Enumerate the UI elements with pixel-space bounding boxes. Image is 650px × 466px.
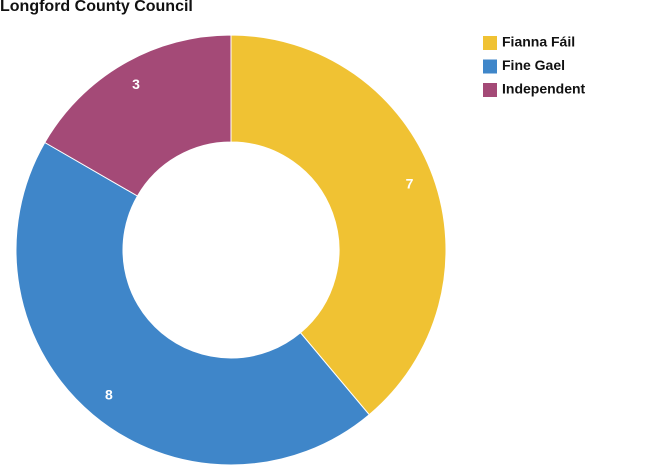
donut-slice [44, 34, 232, 197]
legend-label: Independent [502, 81, 586, 97]
data-label: 7 [406, 176, 414, 192]
legend-swatch [483, 83, 497, 97]
legend-swatch [483, 36, 497, 50]
chart-title: Longford County Council [0, 0, 193, 15]
data-label: 8 [105, 386, 113, 402]
donut-slice [230, 34, 447, 416]
legend-label: Fine Gael [502, 57, 565, 73]
legend-label: Fianna Fáil [502, 34, 575, 50]
legend-swatch [483, 59, 497, 74]
donut-slice [15, 141, 370, 466]
data-label: 3 [132, 76, 140, 92]
